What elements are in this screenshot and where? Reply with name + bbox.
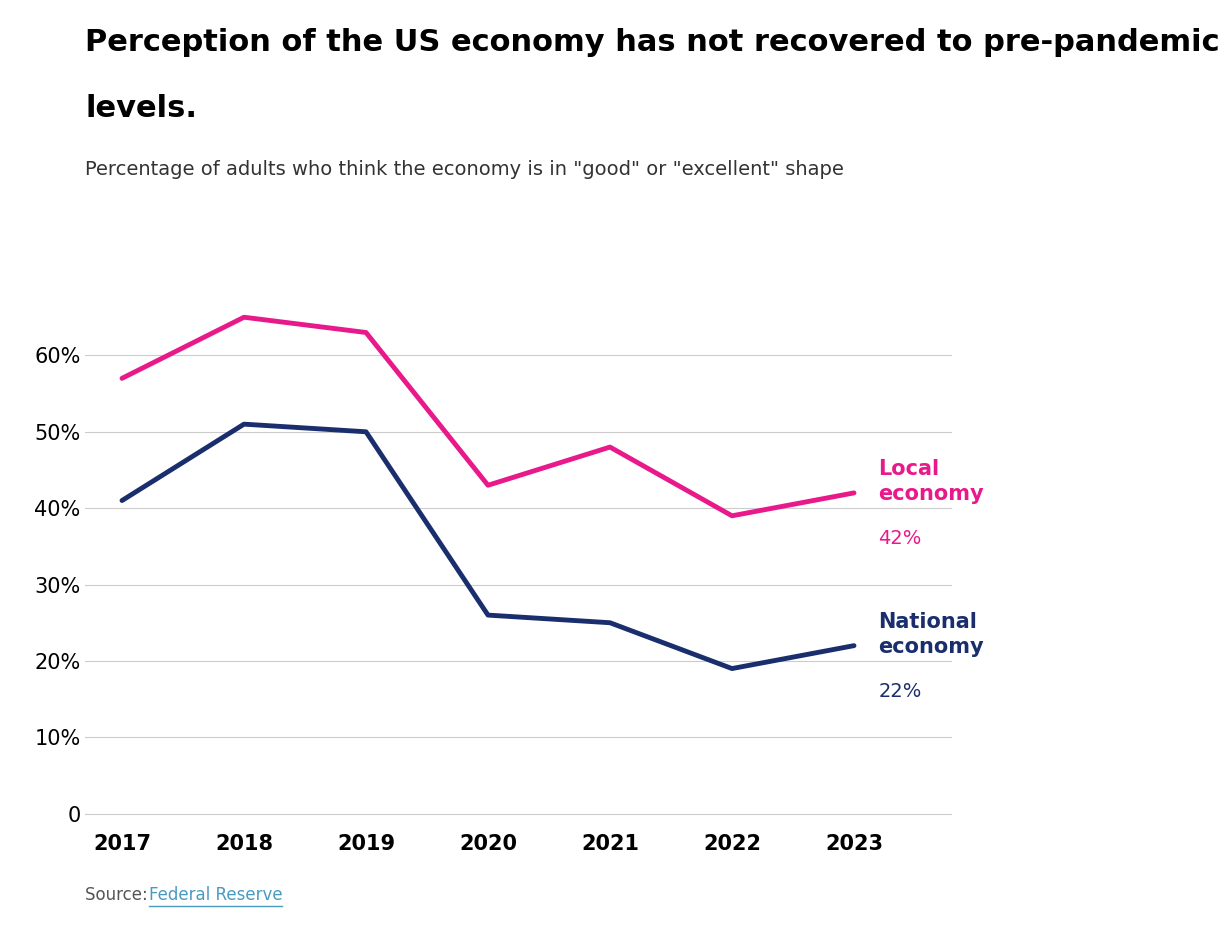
Text: National
economy: National economy [878, 611, 985, 657]
Text: levels.: levels. [85, 94, 198, 123]
Text: Federal Reserve: Federal Reserve [149, 886, 283, 904]
Text: 42%: 42% [878, 529, 922, 548]
Text: Percentage of adults who think the economy is in "good" or "excellent" shape: Percentage of adults who think the econo… [85, 160, 844, 179]
Text: Local
economy: Local economy [878, 459, 985, 504]
Text: 22%: 22% [878, 682, 922, 701]
Text: Source:: Source: [85, 886, 154, 904]
Text: Perception of the US economy has not recovered to pre-pandemic: Perception of the US economy has not rec… [85, 28, 1220, 57]
